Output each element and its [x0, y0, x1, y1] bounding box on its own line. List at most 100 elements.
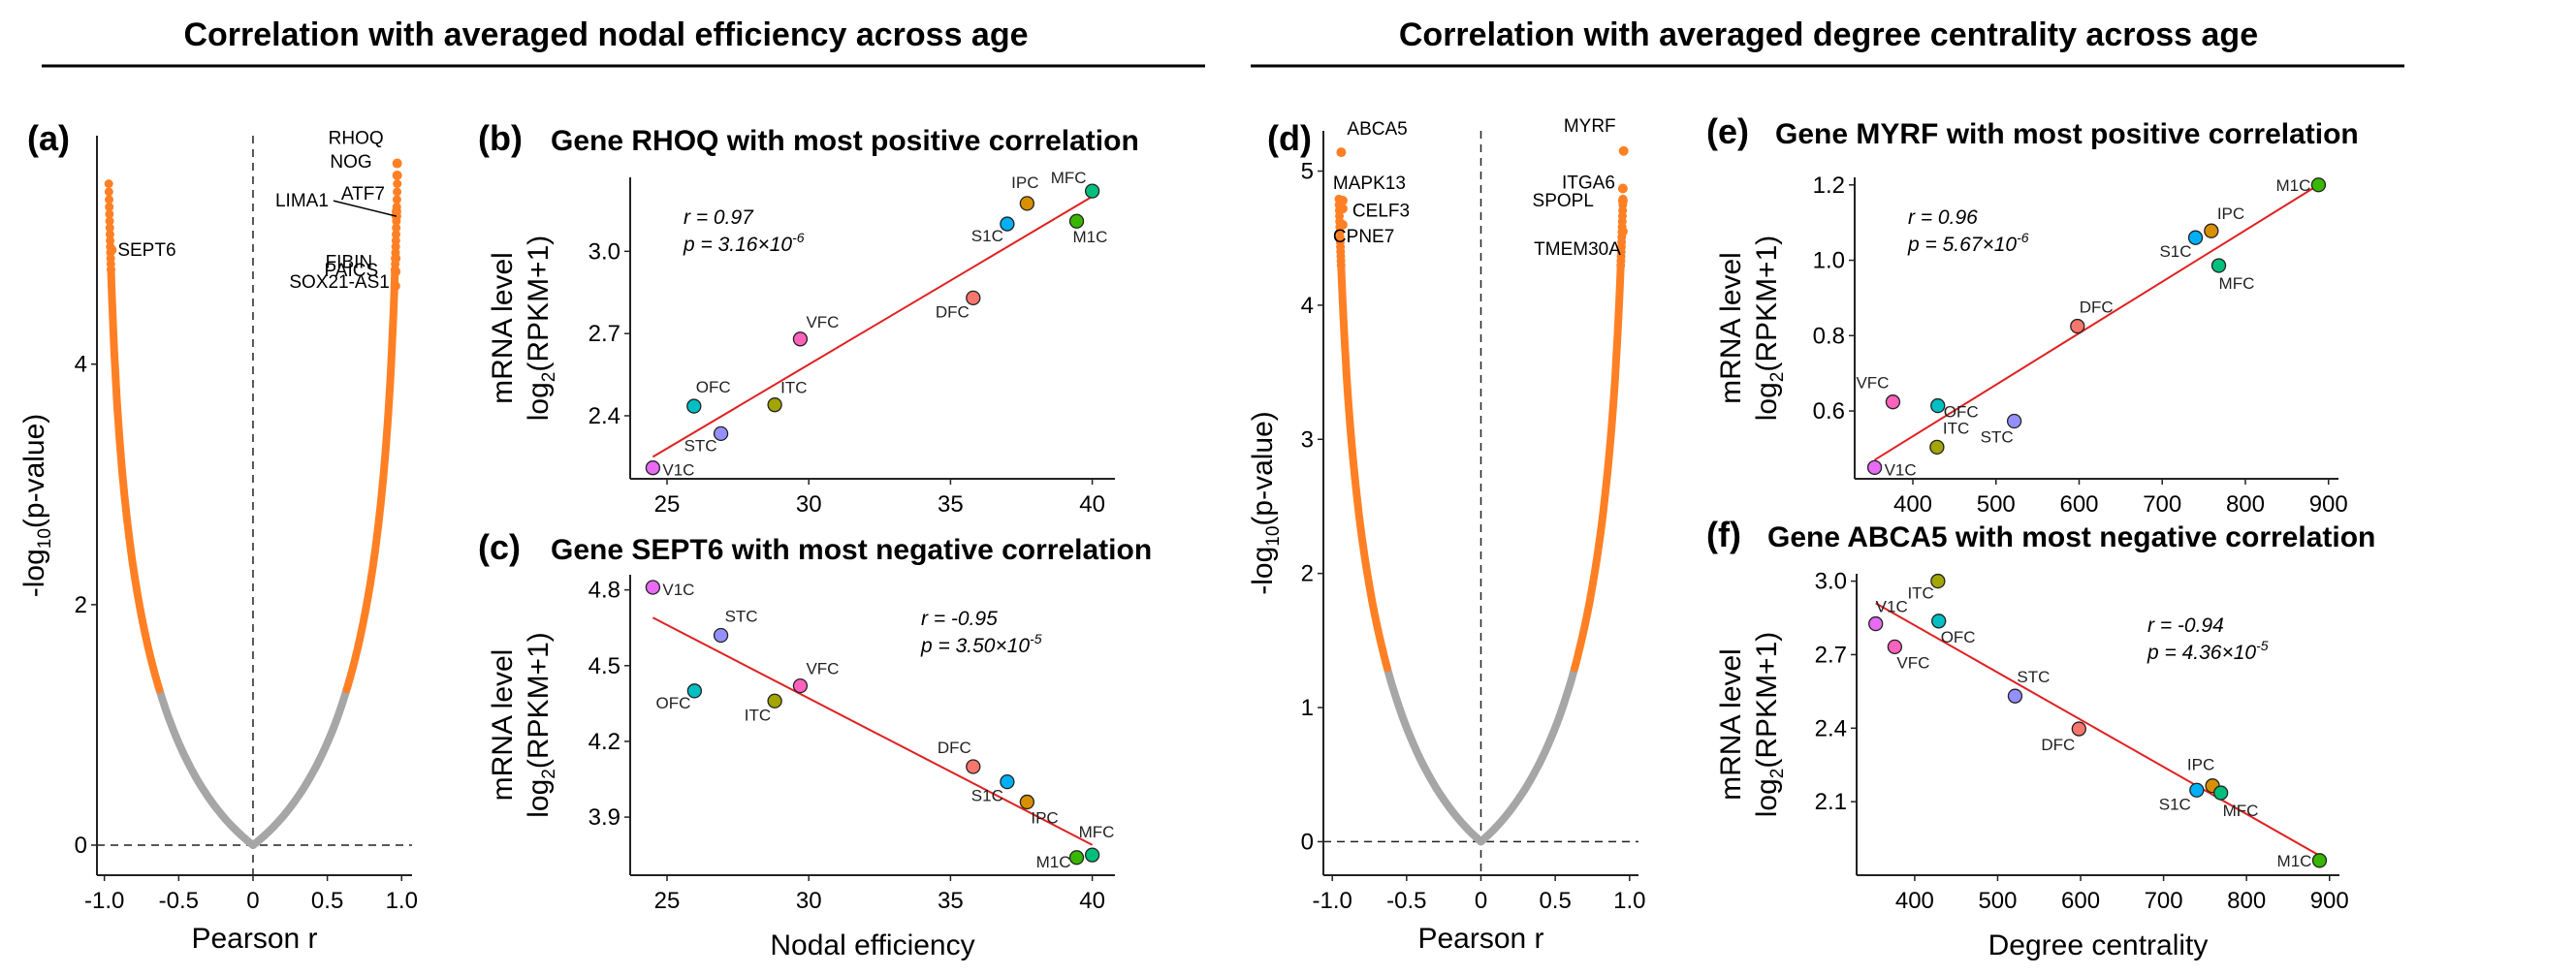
- x-tick-label: 600: [2059, 491, 2098, 518]
- y-tick-label: 0.6: [1813, 398, 1845, 425]
- panel-title: Gene MYRF with most positive correlation: [1775, 118, 2359, 150]
- labeled-gene-point: [392, 158, 402, 169]
- data-point-ofc: [686, 683, 703, 699]
- gene-label: CPNE7: [1333, 227, 1394, 247]
- panel-b-scatter: (b) Gene RHOQ with most positive correlat…: [478, 118, 1139, 518]
- labeled-gene-point: [1617, 195, 1628, 205]
- data-point-ipc: [1019, 196, 1035, 211]
- x-tick-label: 700: [2145, 888, 2183, 914]
- y-axis-label-part: (p-value): [18, 414, 50, 528]
- point-label: V1C: [1885, 460, 1917, 479]
- section-title-left: Correlation with averaged nodal efficien…: [183, 16, 1028, 53]
- y-tick-label: 0: [75, 833, 87, 859]
- point-label: IPC: [2217, 205, 2244, 223]
- point-label: VFC: [1856, 374, 1889, 393]
- point-label: MFC: [2219, 274, 2255, 293]
- y-axis-label-part: (RPKM+1): [523, 632, 555, 769]
- gene-label: ABCA5: [1347, 119, 1407, 140]
- panel-label: (a): [27, 118, 70, 158]
- x-tick-label: 0: [1475, 888, 1487, 914]
- point-label: V1C: [662, 461, 694, 480]
- data-point-stc: [2007, 688, 2023, 704]
- data-point-m1c: [2311, 853, 2328, 868]
- data-point-mfc: [2212, 785, 2229, 801]
- gene-point: [104, 179, 113, 189]
- curve-nonsignificant-negative: [1383, 664, 1485, 846]
- y-tick-label: 4.5: [588, 653, 620, 679]
- stat-p: p = 3.16×10-6: [683, 230, 805, 256]
- panel-label: (f): [1706, 515, 1741, 554]
- y-axis-label-part: (p-value): [1247, 411, 1279, 525]
- gene-point: [106, 236, 115, 245]
- stat-p-base: p = 5.67×10: [1907, 234, 2017, 256]
- gene-leader-line: [333, 200, 398, 217]
- x-tick-label: 30: [796, 491, 822, 518]
- point-label: ITC: [1943, 419, 1969, 437]
- x-axis-label: Pearson r: [1417, 923, 1543, 955]
- point-label: MFC: [2223, 802, 2259, 820]
- data-point-vfc: [1887, 639, 1903, 654]
- panel-label: (d): [1267, 118, 1312, 158]
- stat-p-exponent: -5: [1030, 631, 1042, 646]
- point-label: IPC: [2187, 756, 2214, 774]
- stat-p-exponent: -6: [2017, 230, 2029, 245]
- data-point-dfc: [2071, 721, 2086, 737]
- panel-label: (b): [478, 118, 523, 158]
- point-label: DFC: [938, 739, 971, 757]
- point-label: S1C: [2159, 795, 2191, 813]
- point-label: M1C: [1073, 228, 1108, 246]
- y-tick-label: 3: [1301, 426, 1314, 453]
- panel-d-volcano: (d) 0 1 2 3 4 5 -1.0 -0.5 0 0.5 1.0 ABCA5 MAPK13 CELF3…: [1247, 116, 1645, 955]
- point-label: OFC: [655, 694, 690, 712]
- y-axis-label: mRNA level: [1715, 648, 1747, 801]
- data-point-itc: [767, 693, 782, 708]
- gene-point: [391, 236, 400, 245]
- y-tick-label: 2.4: [588, 403, 620, 429]
- x-tick-label: 0.5: [1539, 888, 1571, 914]
- point-label: DFC: [936, 302, 970, 321]
- data-point-v1c: [645, 580, 661, 595]
- y-axis-label: -log10(p-value): [18, 414, 55, 598]
- gene-label: CELF3: [1352, 201, 1410, 221]
- point-label: IPC: [1011, 173, 1038, 192]
- labeled-gene-point: [392, 170, 402, 180]
- y-axis-label-part: log: [523, 779, 555, 818]
- regression-line: [652, 616, 1094, 846]
- curve-nonsignificant-negative: [155, 685, 257, 849]
- data-point-itc: [1930, 573, 1946, 589]
- y-tick-label: 4.2: [588, 729, 620, 755]
- y-tick-label: 4.8: [588, 578, 620, 604]
- labeled-gene-point: [1337, 195, 1348, 205]
- data-point-v1c: [645, 460, 661, 476]
- curve-nonsignificant-positive: [249, 685, 351, 849]
- x-tick-label: -1.0: [84, 888, 124, 914]
- curve-significant-positive: [342, 266, 399, 694]
- data-point-vfc: [792, 331, 809, 347]
- gene-label: NOG: [330, 152, 371, 173]
- data-point-stc: [713, 425, 729, 442]
- stat-r: r = 0.96: [1908, 206, 1978, 229]
- point-label: IPC: [1031, 808, 1058, 827]
- y-tick-label: 1.2: [1813, 173, 1845, 199]
- data-point-s1c: [1000, 773, 1015, 790]
- x-tick-label: 700: [2143, 491, 2181, 518]
- point-label: ITC: [1907, 584, 1933, 603]
- y-axis-label-2: log2(RPKM+1): [523, 236, 559, 421]
- x-tick-label: -0.5: [159, 888, 199, 914]
- x-tick-label: 1.0: [386, 888, 418, 914]
- data-point-v1c: [1866, 459, 1883, 475]
- data-point-vfc: [1885, 394, 1901, 410]
- y-tick-label: 4: [1301, 293, 1314, 319]
- labeled-gene-point: [390, 281, 400, 292]
- gene-label: RHOQ: [329, 129, 384, 149]
- x-tick-label: 40: [1079, 888, 1105, 914]
- gene-label: PAICS: [325, 261, 379, 281]
- y-axis-label: mRNA level: [487, 252, 519, 404]
- labeled-gene-point: [1617, 226, 1628, 236]
- stat-r: r = -0.94: [2147, 614, 2224, 637]
- x-tick-label: 1.0: [1613, 888, 1645, 914]
- x-tick-label: 500: [1978, 888, 2017, 914]
- y-axis-label-part: log: [523, 382, 555, 421]
- data-point-ofc: [1931, 614, 1947, 629]
- x-axis-label: Pearson r: [191, 923, 317, 955]
